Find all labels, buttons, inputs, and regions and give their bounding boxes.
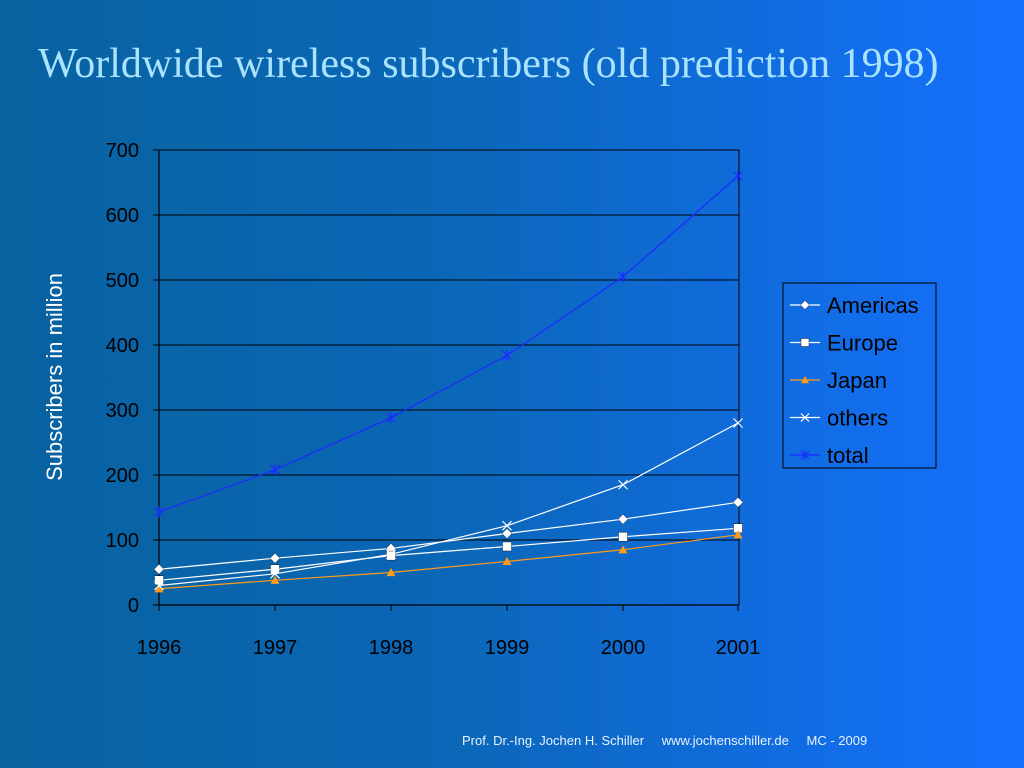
point-total-1996: [154, 506, 164, 518]
series-line-total: [158, 175, 739, 513]
y-tick-label-6: 600: [106, 205, 139, 227]
series-japan: [154, 530, 743, 593]
x-tick-label-3: 1999: [485, 637, 530, 659]
point-americas-1996: [153, 563, 165, 575]
point-americas-1997: [269, 552, 281, 564]
y-tick-label-2: 200: [106, 465, 139, 487]
point-europe-1996: [154, 575, 164, 585]
point-europe-1999: [502, 541, 512, 552]
legend-label-americas: Americas: [827, 293, 919, 318]
legend: Americas Europe Japan others total: [782, 282, 937, 469]
legend-item-others: others: [790, 406, 888, 431]
point-japan-2000: [618, 545, 628, 554]
series-europe: [154, 523, 743, 585]
slide-title: Worldwide wireless subscribers (old pred…: [38, 41, 939, 87]
point-europe-1998: [386, 550, 396, 561]
point-japan-1997: [270, 575, 280, 584]
series-line-europe: [158, 527, 739, 581]
point-americas-2000: [617, 513, 629, 525]
footer-slide-ref: MC - 2009: [806, 733, 868, 748]
series-line-americas: [158, 501, 739, 570]
footer: Prof. Dr.-Ing. Jochen H. Schiller www.jo…: [462, 733, 881, 748]
legend-marker-others: [800, 413, 810, 422]
legend-marker-total: [800, 450, 810, 460]
point-others-1999: [502, 520, 512, 531]
point-others-1998: [386, 549, 396, 560]
legend-marker-americas: [800, 300, 810, 310]
legend-item-japan: Japan: [790, 368, 887, 393]
point-others-2001: [733, 418, 743, 428]
legend-item-americas: Americas: [790, 293, 919, 318]
series-total: [154, 170, 743, 518]
point-japan-1996: [154, 584, 164, 593]
y-tick-label-1: 100: [106, 530, 139, 552]
legend-label-others: others: [827, 406, 888, 431]
x-tick-label-0: 1996: [137, 637, 182, 659]
legend-label-japan: Japan: [827, 368, 887, 393]
x-tick-label-5: 2001: [716, 637, 761, 659]
legend-item-europe: Europe: [790, 331, 898, 356]
point-others-2000: [618, 479, 628, 490]
point-americas-2001: [732, 497, 744, 508]
y-tick-label-7: 700: [106, 140, 139, 162]
x-tick-label-4: 2000: [601, 637, 646, 659]
point-americas-1999: [501, 528, 513, 539]
x-tick-label-2: 1998: [369, 637, 414, 659]
point-total-1997: [270, 464, 280, 476]
legend-marker-europe: [800, 338, 810, 347]
series-others: [154, 418, 743, 591]
legend-item-total: total: [790, 443, 869, 468]
axis-ticks: 0 100 200 300 400 500 600 700 1996 1997 1998 1999 20…: [106, 140, 761, 659]
y-tick-label-0: 0: [128, 595, 139, 617]
legend-box: [782, 282, 937, 469]
series-line-japan: [158, 534, 739, 590]
point-total-1998: [386, 412, 396, 424]
point-europe-1997: [270, 564, 280, 574]
footer-website[interactable]: www.jochenschiller.de: [661, 733, 789, 748]
y-tick-label-3: 300: [106, 400, 139, 422]
series-line-others: [158, 422, 739, 587]
point-europe-2000: [618, 532, 628, 542]
point-japan-1999: [502, 556, 512, 566]
point-japan-1998: [386, 568, 396, 577]
footer-author: Prof. Dr.-Ing. Jochen H. Schiller: [462, 733, 645, 748]
gridlines: [159, 149, 739, 541]
x-tick-label-1: 1997: [253, 637, 298, 659]
legend-label-europe: Europe: [827, 331, 898, 356]
plot-frame: [158, 149, 740, 606]
point-total-1999: [502, 349, 512, 361]
legend-label-total: total: [827, 443, 869, 468]
series-group: [153, 170, 744, 593]
y-tick-label-5: 500: [106, 270, 139, 292]
point-others-1996: [154, 580, 164, 591]
y-tick-label-4: 400: [106, 335, 139, 357]
legend-marker-japan: [801, 376, 809, 384]
point-others-1997: [270, 568, 280, 579]
point-total-2001: [733, 170, 743, 182]
y-axis-title: Subscribers in million: [42, 273, 67, 481]
point-total-2000: [618, 271, 628, 283]
series-americas: [153, 497, 744, 575]
point-japan-2001: [733, 530, 743, 539]
